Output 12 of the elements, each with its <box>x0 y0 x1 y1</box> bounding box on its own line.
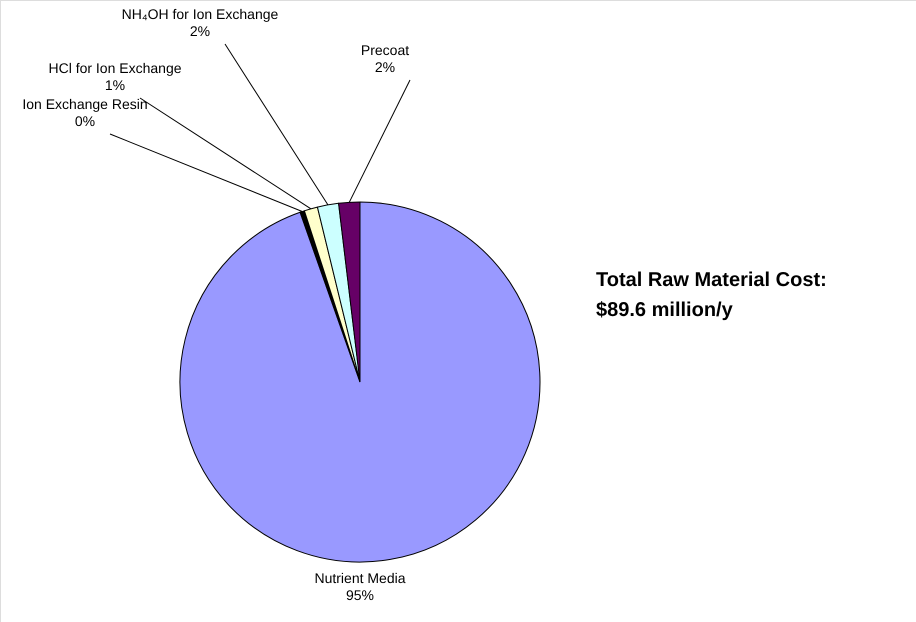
slice-label: NH₄OH for Ion Exchange <box>122 6 279 22</box>
data-label: 2% <box>190 23 210 39</box>
slice-label: HCl for Ion Exchange <box>48 60 182 76</box>
slice-label: Precoat <box>360 42 410 58</box>
data-label: 95% <box>346 587 374 603</box>
data-label: 1% <box>104 77 126 93</box>
slice-label: Nutrient Media <box>314 570 406 586</box>
text: $89.6 million/y <box>596 299 734 321</box>
slice-label: Ion Exchange Resin <box>22 96 148 112</box>
text: Total Raw Material Cost: <box>596 269 827 291</box>
data-label: 0% <box>74 113 96 129</box>
data-label: 2% <box>374 59 396 75</box>
